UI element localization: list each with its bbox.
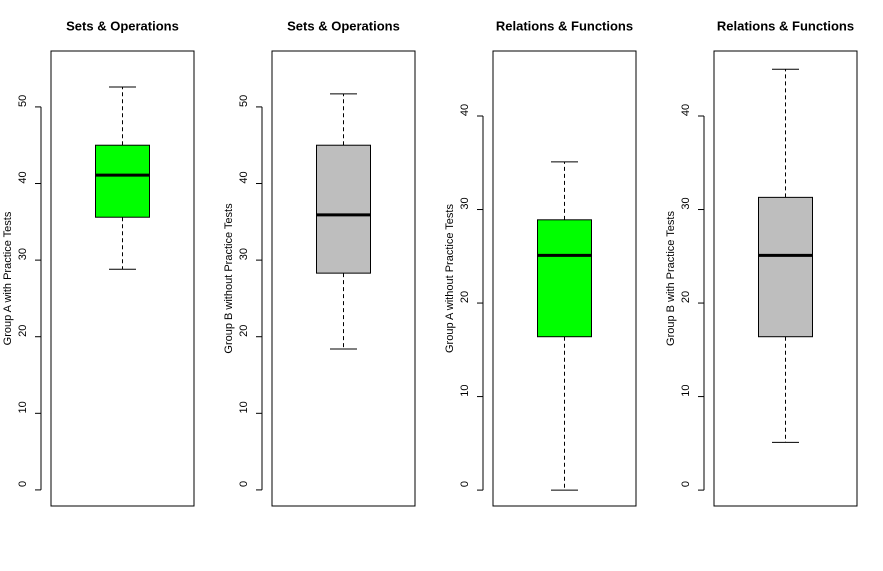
plot-frame <box>492 50 637 507</box>
box <box>95 144 150 218</box>
y-tick-label: 20 <box>459 291 471 303</box>
y-tick-label: 20 <box>680 291 692 303</box>
y-tick-label: 0 <box>17 481 29 487</box>
plot-frame <box>50 50 195 507</box>
panel-title: Sets & Operations <box>66 18 179 33</box>
box <box>316 144 371 274</box>
y-axis-label: Group B with Practice Tests <box>665 211 677 346</box>
y-tick-label: 40 <box>680 104 692 116</box>
y-tick-label: 50 <box>238 95 250 107</box>
panel-title: Relations & Functions <box>496 18 633 33</box>
y-axis-label: Group B without Practice Tests <box>223 203 235 354</box>
y-tick-label: 40 <box>238 171 250 183</box>
panel-title: Sets & Operations <box>287 18 400 33</box>
y-tick-label: 10 <box>238 401 250 413</box>
panel-title: Relations & Functions <box>717 18 854 33</box>
y-tick-label: 0 <box>459 481 471 487</box>
y-tick-label: 0 <box>238 481 250 487</box>
y-tick-label: 50 <box>17 95 29 107</box>
plot-frame <box>713 50 858 507</box>
y-tick-label: 10 <box>680 384 692 396</box>
box <box>758 196 813 338</box>
y-tick-label: 30 <box>17 248 29 260</box>
y-tick-label: 20 <box>17 325 29 337</box>
y-tick-label: 30 <box>459 197 471 209</box>
box <box>537 219 592 338</box>
y-tick-label: 30 <box>680 197 692 209</box>
y-tick-label: 20 <box>238 325 250 337</box>
y-axis-label: Group A without Practice Tests <box>444 204 456 353</box>
y-axis-label: Group A with Practice Tests <box>2 211 14 345</box>
y-tick-label: 40 <box>17 171 29 183</box>
plot-frame <box>271 50 416 507</box>
y-tick-label: 10 <box>17 401 29 413</box>
y-tick-label: 0 <box>680 481 692 487</box>
y-tick-label: 10 <box>459 384 471 396</box>
y-tick-label: 40 <box>459 104 471 116</box>
y-tick-label: 30 <box>238 248 250 260</box>
